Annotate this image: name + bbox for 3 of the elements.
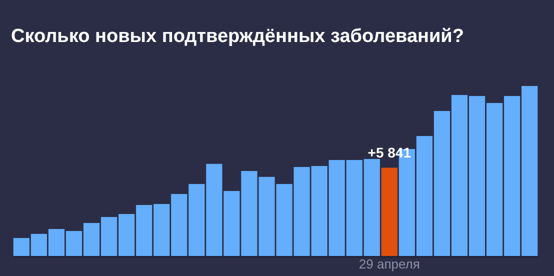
chart-title: Сколько новых подтверждённых заболеваний? <box>11 26 464 47</box>
x-tick-label: 29 апреля <box>358 256 420 272</box>
bar <box>381 168 398 256</box>
